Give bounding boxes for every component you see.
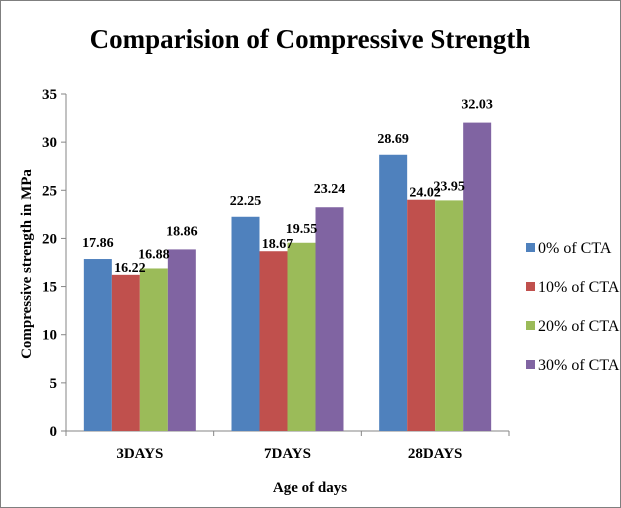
data-label: 32.03 [461, 98, 493, 113]
y-tick-label: 15 [42, 280, 57, 296]
y-tick-label: 5 [50, 376, 58, 392]
bar [83, 259, 112, 431]
x-tick-label: 28DAYS [408, 446, 462, 462]
x-axis-title: Age of days [273, 480, 347, 496]
data-label: 17.86 [82, 236, 114, 251]
bar [407, 199, 436, 431]
data-label: 23.95 [433, 179, 465, 194]
data-label: 23.24 [314, 182, 346, 197]
y-tick-label: 20 [42, 231, 57, 247]
legend-swatch [526, 282, 535, 291]
y-tick-label: 30 [42, 135, 57, 151]
data-label: 28.69 [377, 132, 409, 147]
bar [435, 200, 464, 431]
legend-label: 10% of CTA [538, 279, 620, 296]
chart-title: Comparision of Compressive Strength [90, 24, 531, 54]
bar [231, 216, 260, 431]
y-tick-label: 0 [50, 424, 58, 440]
data-label: 18.67 [262, 237, 294, 252]
bar [315, 207, 344, 431]
legend-swatch [526, 243, 535, 252]
bar [139, 268, 168, 431]
data-label: 19.55 [286, 222, 318, 237]
y-tick-label: 10 [42, 328, 57, 344]
bar [287, 242, 316, 431]
data-label: 16.22 [114, 261, 146, 276]
x-tick-label: 7DAYS [264, 446, 311, 462]
bar [111, 274, 140, 431]
bar [379, 154, 408, 431]
legend-label: 30% of CTA [538, 357, 620, 374]
data-label: 16.88 [138, 247, 170, 262]
legend-swatch [526, 321, 535, 330]
x-tick-label: 3DAYS [116, 446, 163, 462]
data-label: 22.25 [230, 194, 262, 209]
bar [463, 122, 492, 431]
data-label: 18.86 [166, 224, 198, 239]
legend-label: 20% of CTA [538, 318, 620, 335]
y-tick-label: 25 [42, 183, 57, 199]
data-label: 24.02 [409, 186, 441, 201]
y-tick-label: 35 [42, 87, 57, 103]
y-axis-title: Compressive strength in MPa [19, 169, 35, 359]
legend-label: 0% of CTA [538, 240, 612, 257]
legend: 0% of CTA 10% of CTA 20% of CTA 30% of CTA [526, 240, 620, 374]
legend-swatch [526, 360, 535, 369]
bar [167, 249, 196, 431]
bar [259, 251, 288, 431]
